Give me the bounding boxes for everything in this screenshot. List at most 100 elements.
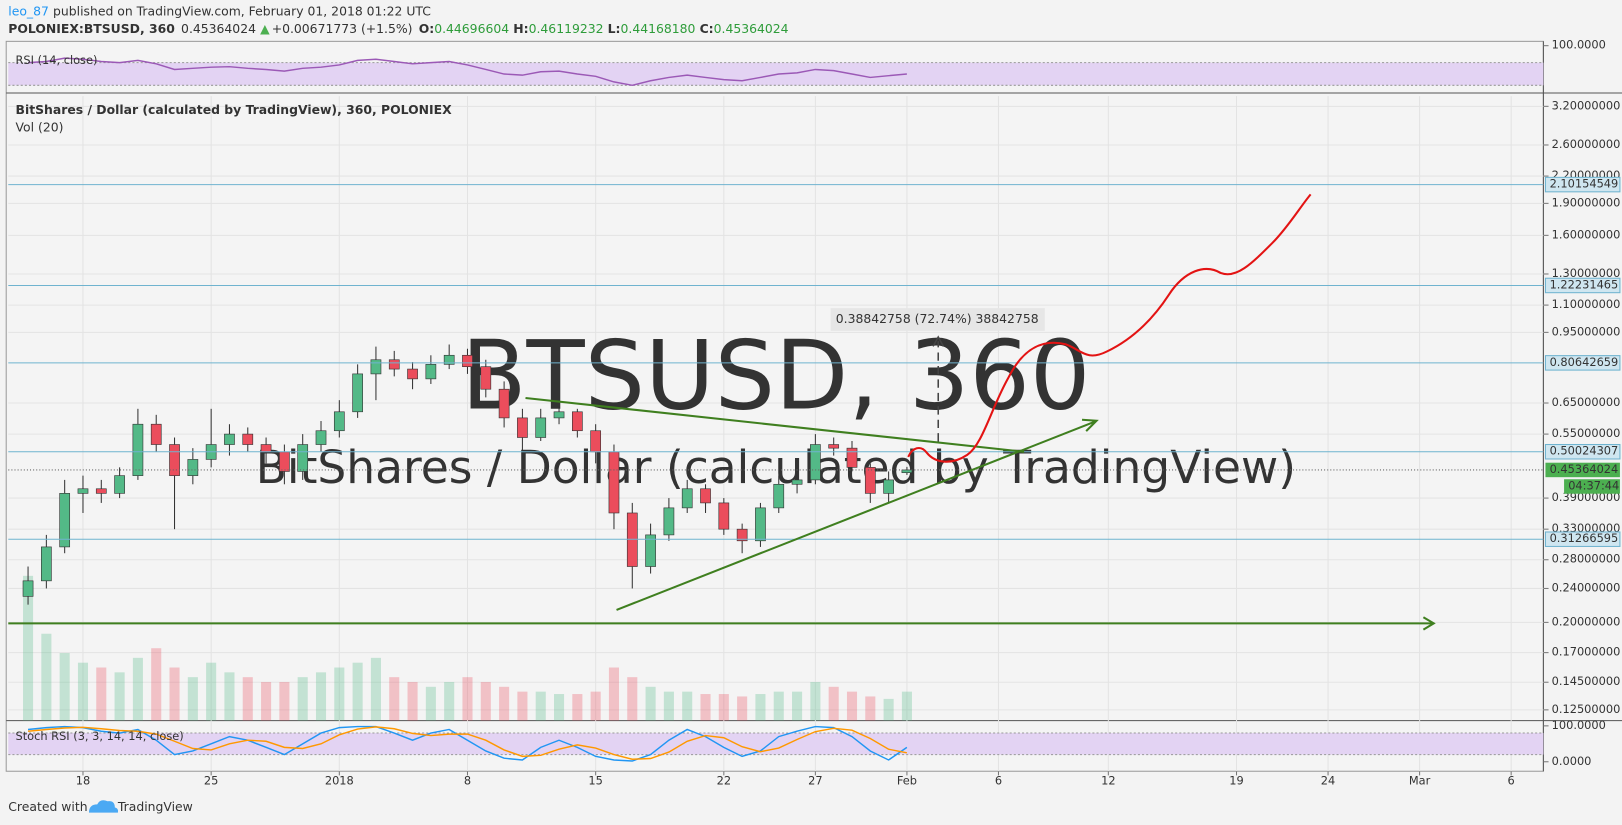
candle-body [59,493,71,548]
y-tick-label: 0.28000000 [1552,552,1621,566]
candle-body [608,451,620,514]
x-tick-label: 27 [808,774,822,788]
volume-bar [389,677,400,721]
candle-body [773,483,785,509]
y-tick-label: 0.20000000 [1552,614,1621,628]
volume-bar [590,691,601,721]
line [27,726,908,760]
level-tag [1544,531,1621,547]
candle-body [901,469,913,474]
y-tick-label: 0.65000000 [1552,395,1621,409]
volume-bar [737,696,748,721]
candle-body [663,507,675,536]
level-tag [1544,277,1621,294]
volume-bar [114,672,125,721]
level-label: 2.10154549 [1550,177,1619,191]
volume-bar [23,575,34,721]
data [8,57,1544,762]
candle-body [41,546,52,582]
candle-body [187,459,199,476]
volume-bar [96,667,107,721]
candle-body [279,451,290,472]
change: +0.00671773 (+1.5%) [272,20,413,35]
candle-body [810,444,821,481]
volume-bar [572,694,583,721]
volume-bar [151,648,162,721]
y-tick-label: 1.90000000 [1552,195,1621,209]
symbol-line: POLONIEX:BTSUSD, 360 0.45364024 ▲ +0.006717… [8,20,788,35]
arrow: ▲ [260,20,270,35]
volume-bar [187,677,198,721]
annotation: 0.38842758 (72.74%) 38842758 [836,311,1039,326]
volume-bar [279,681,290,721]
candle-body [260,444,272,453]
volume-bar [810,681,821,721]
y-tick-label: 0.12500000 [1552,702,1621,716]
panels [5,40,1622,772]
y-tick-label: 0.14500000 [1552,674,1621,688]
volume-bar [755,694,766,721]
volume-bar [370,657,381,721]
header-line: leo_87 published on TradingView.com, Febr… [8,3,431,18]
volume-bar [828,686,839,721]
candle-body [132,423,144,476]
y-tick-label: 0.17000000 [1552,645,1621,659]
candle-body [755,507,766,542]
level-tag [1544,355,1621,371]
x-tick-label: 8 [464,774,471,788]
x-tick-label: 6 [1508,774,1515,788]
x-tick-label: 15 [588,774,602,788]
candle-body [517,417,528,438]
volume-bar [132,657,143,721]
x-tick-label: 6 [995,774,1002,788]
volume-bar [407,681,418,721]
candle-body [700,488,711,504]
candle-body [718,502,730,530]
candle-body [169,444,180,476]
volume-bar [901,691,912,721]
volume-bar [77,662,89,721]
candle-body [626,512,638,567]
volume-bar [663,691,674,721]
logo [88,800,119,813]
ohlc-value: 0.44168180 [621,20,696,35]
volume-bar [883,698,894,721]
plot-frame [5,40,1544,772]
ohlc-label: H: [513,20,528,35]
level-label: 1.22231465 [1550,277,1619,291]
y-tick-label: 100.0000 [1552,718,1606,732]
volume-bar [865,696,876,721]
price: 0.45364024 [181,20,256,35]
volume-bar [352,662,363,721]
trendline [525,396,1025,453]
volume-bar [499,686,510,721]
ohlc-value: 0.45364024 [714,20,789,35]
volume-bar [608,667,620,721]
candle-body [553,411,565,419]
footer-brand[interactable]: TradingView [117,799,193,814]
candle-body [590,430,602,453]
volume-bar [169,667,180,721]
volume-bar [206,662,217,721]
candle-body [480,366,492,390]
candle-body [791,479,803,485]
volume-bar [535,691,546,721]
countdown-tag [1564,479,1620,494]
author[interactable]: leo_87 [8,3,49,18]
level-label: 0.31266595 [1550,531,1619,545]
y-tick-label: 0.55000000 [1552,426,1621,440]
candle-body [370,359,382,375]
candle-body [736,528,748,542]
volume-bar [700,694,711,721]
x-tick-label: 19 [1229,774,1243,788]
candle-body [77,488,89,494]
volume-bar [315,672,327,721]
y-tick-label: 100.0000 [1552,38,1606,52]
level-tag [1544,176,1621,193]
candle-body [150,423,162,445]
ohlc-value: 0.44696604 [434,20,509,35]
last-price-tag [1545,462,1620,478]
x-tick-label: 18 [76,774,90,788]
ohlc-label: L: [608,20,621,35]
